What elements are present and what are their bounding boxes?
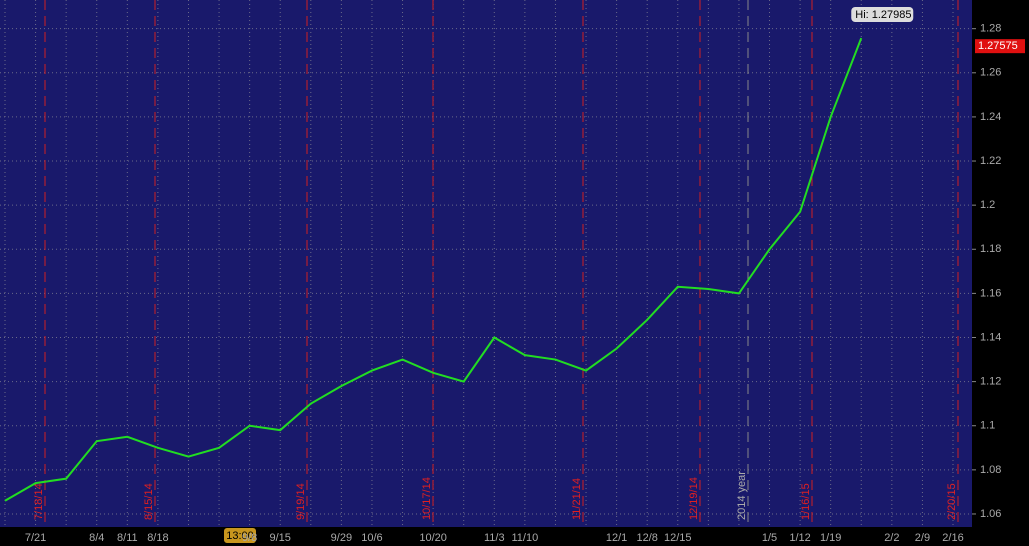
x-tick-label: 11/10 <box>512 532 539 544</box>
x-tick-label: 9/8 <box>242 532 257 544</box>
x-tick-label: 8/4 <box>89 532 104 544</box>
y-tick-label: 1.08 <box>980 464 1001 476</box>
y-tick-label: 1.24 <box>980 111 1001 123</box>
high-label: Hi: 1.27985 <box>855 9 911 21</box>
event-label: 1/16/15 <box>800 483 812 520</box>
x-tick-label: 1/5 <box>762 532 777 544</box>
event-label: 2014 year <box>736 471 748 520</box>
y-tick-label: 1.28 <box>980 23 1001 35</box>
y-tick-label: 1.1 <box>980 420 995 432</box>
last-price-box <box>975 39 1025 54</box>
event-label: 8/15/14 <box>143 483 155 520</box>
x-tick-label: 7/21 <box>25 532 46 544</box>
x-tick-label: 12/15 <box>664 532 692 544</box>
y-tick-label: 1.18 <box>980 243 1001 255</box>
last-price-label: 1.27575 <box>978 40 1018 52</box>
y-tick-label: 1.06 <box>980 508 1001 520</box>
plot-area <box>0 0 972 527</box>
time-label: 13:00 <box>226 530 254 542</box>
x-tick-label: 1/19 <box>820 532 841 544</box>
x-tick-label: 10/20 <box>419 532 447 544</box>
x-tick-label: 2/16 <box>942 532 963 544</box>
y-tick-label: 1.12 <box>980 376 1001 388</box>
x-tick-label: 2/2 <box>884 532 899 544</box>
x-tick-label: 10/6 <box>361 532 382 544</box>
event-label: 7/18/14 <box>33 483 45 520</box>
time-box <box>224 528 256 543</box>
y-tick-label: 1.22 <box>980 155 1001 167</box>
y-tick-label: 1.14 <box>980 331 1001 343</box>
price-line <box>4 37 863 502</box>
y-tick-label: 1.26 <box>980 67 1001 79</box>
x-tick-label: 11/3 <box>484 532 505 544</box>
event-label: 2/20/15 <box>946 483 958 520</box>
event-label: 12/19/14 <box>688 477 700 520</box>
event-label: 9/19/14 <box>295 483 307 520</box>
event-label: 10/17/14 <box>421 477 433 520</box>
y-tick-label: 1.16 <box>980 287 1001 299</box>
x-tick-label: 9/29 <box>331 532 352 544</box>
x-tick-label: 9/15 <box>270 532 291 544</box>
high-box <box>851 7 914 22</box>
x-tick-label: 8/18 <box>147 532 168 544</box>
x-tick-label: 8/11 <box>117 532 138 544</box>
x-tick-label: 1/12 <box>789 532 810 544</box>
event-label: 11/21/14 <box>571 478 583 520</box>
y-tick-label: 1.2 <box>980 199 995 211</box>
x-tick-label: 2/9 <box>915 532 930 544</box>
x-tick-label: 12/8 <box>636 532 657 544</box>
x-tick-label: 12/1 <box>606 532 627 544</box>
